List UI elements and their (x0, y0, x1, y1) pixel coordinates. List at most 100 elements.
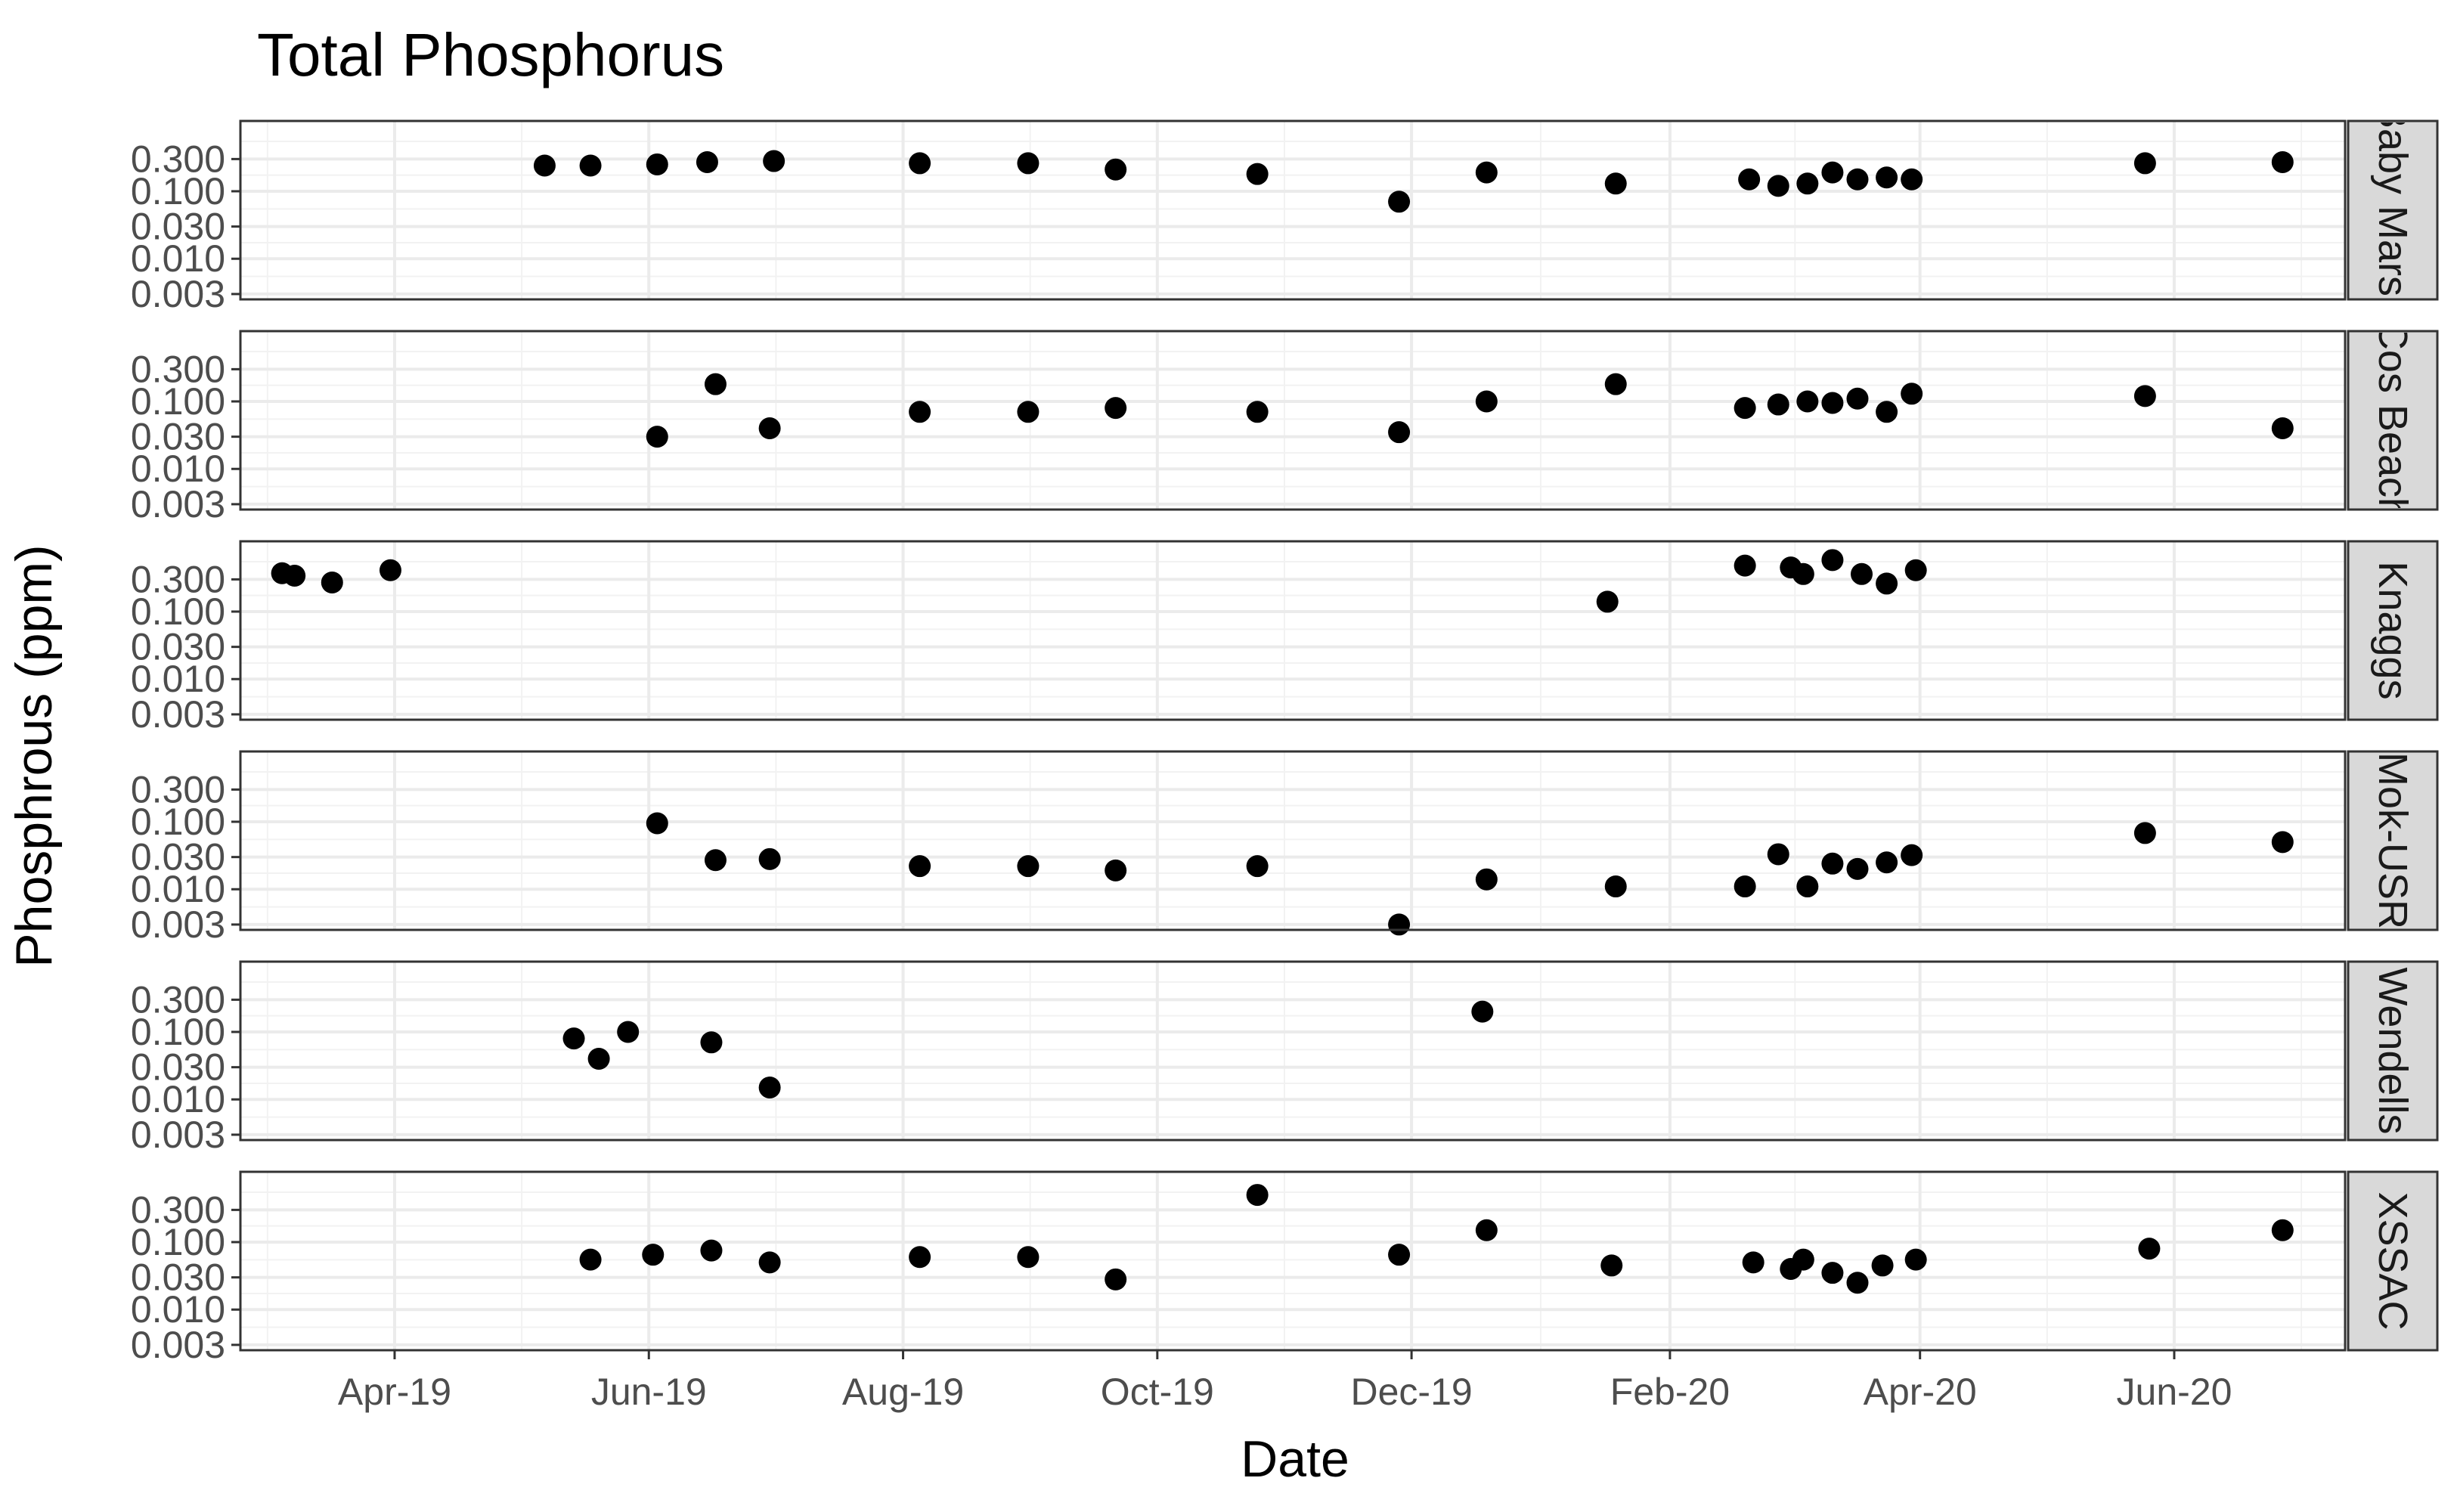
data-point (1388, 421, 1411, 444)
data-point (1600, 1254, 1623, 1277)
y-tick-label: 0.100 (131, 1011, 225, 1053)
data-point (284, 565, 306, 587)
data-point (1105, 158, 1127, 181)
data-points (271, 549, 1927, 613)
x-axis: Apr-19 Jun-19 Aug-19 Oct-19 Dec-19 Feb-20 Apr-… (338, 1350, 2232, 1413)
data-point (909, 152, 931, 175)
data-point (1821, 1262, 1844, 1284)
data-point (1876, 401, 1898, 423)
x-tick-label: Dec-19 (1351, 1371, 1473, 1413)
y-tick-label: 0.003 (131, 693, 225, 736)
y-tick-label: 0.003 (131, 1324, 225, 1366)
y-tick-label: 0.300 (131, 1188, 225, 1231)
y-tick-label: 0.300 (131, 348, 225, 390)
data-point (1901, 383, 1923, 405)
panel-border (239, 330, 2347, 511)
panel-border (239, 960, 2347, 1142)
y-tick-label: 0.100 (131, 380, 225, 423)
data-point (1821, 549, 1844, 572)
y-tick-label: 0.100 (131, 170, 225, 212)
data-points (533, 150, 2294, 213)
data-point (2271, 417, 2294, 439)
data-point (1821, 852, 1844, 875)
y-tick-label: 0.010 (131, 1288, 225, 1331)
data-point (1596, 590, 1619, 613)
y-tick-label: 0.030 (131, 626, 225, 668)
data-point (1475, 1219, 1498, 1241)
y-tick-label: 0.030 (131, 1046, 225, 1089)
y-tick-label: 0.003 (131, 903, 225, 946)
data-point (704, 849, 727, 872)
data-points (646, 373, 2294, 448)
data-point (763, 150, 785, 172)
panel-background (240, 541, 2345, 720)
facet-strip (2347, 1170, 2439, 1352)
data-point (2133, 385, 2156, 407)
data-point (1017, 152, 1040, 175)
y-tick-label: 0.300 (131, 978, 225, 1021)
facet-strip (2347, 119, 2439, 301)
data-point (2133, 822, 2156, 844)
data-point (1876, 166, 1898, 189)
data-point (1901, 168, 1923, 191)
data-point (1904, 1248, 1927, 1271)
data-point (1904, 559, 1927, 581)
panel-background (240, 1172, 2345, 1350)
data-point (579, 1248, 602, 1271)
data-point (1796, 875, 1819, 898)
panel-grid (240, 751, 2345, 930)
panel-border (239, 750, 2347, 931)
panel-border (239, 1170, 2347, 1352)
y-tick-label: 0.010 (131, 868, 225, 910)
data-point (646, 812, 668, 835)
y-tick-label: 0.030 (131, 206, 225, 248)
y-tick-label: 0.100 (131, 801, 225, 843)
data-point (1742, 1251, 1765, 1274)
facet-strip-label: Wendells (2370, 967, 2415, 1134)
data-point (1851, 562, 1873, 585)
data-point (579, 154, 602, 177)
data-point (1388, 1244, 1411, 1266)
data-point (1734, 397, 1756, 420)
data-point (1604, 875, 1627, 898)
data-point (617, 1021, 640, 1043)
data-point (642, 1244, 665, 1266)
data-points (579, 1184, 2294, 1294)
data-point (1604, 373, 1627, 395)
data-point (2271, 1219, 2294, 1241)
data-points (646, 812, 2294, 936)
data-point (1246, 1184, 1269, 1207)
y-tick-label: 0.100 (131, 1221, 225, 1263)
data-point (1246, 163, 1269, 185)
data-point (700, 1031, 723, 1054)
data-point (1738, 168, 1761, 191)
panel-grid (240, 962, 2345, 1140)
x-tick-label: Oct-19 (1101, 1371, 1214, 1413)
data-point (1846, 1272, 1869, 1294)
data-point (700, 1239, 723, 1262)
data-point (1792, 562, 1814, 585)
data-point (1105, 397, 1127, 420)
y-tick-label: 0.030 (131, 836, 225, 878)
data-point (758, 847, 781, 870)
data-point (758, 1077, 781, 1099)
y-tick-label: 0.300 (131, 138, 225, 180)
panel-border (239, 119, 2347, 301)
data-point (909, 1246, 931, 1269)
y-axis-title: Phosphrous (ppm) (5, 544, 63, 967)
data-point (2133, 152, 2156, 175)
data-point (1246, 401, 1269, 423)
data-point (1388, 191, 1411, 213)
facet-strip-label: XSSAC (2370, 1191, 2415, 1330)
y-tick-label: 0.030 (131, 1256, 225, 1299)
data-point (1246, 855, 1269, 878)
data-point (1471, 1000, 1494, 1023)
data-point (1846, 387, 1869, 410)
facet-strip (2347, 330, 2439, 511)
y-tick-label: 0.010 (131, 1078, 225, 1120)
data-point (1767, 393, 1789, 416)
